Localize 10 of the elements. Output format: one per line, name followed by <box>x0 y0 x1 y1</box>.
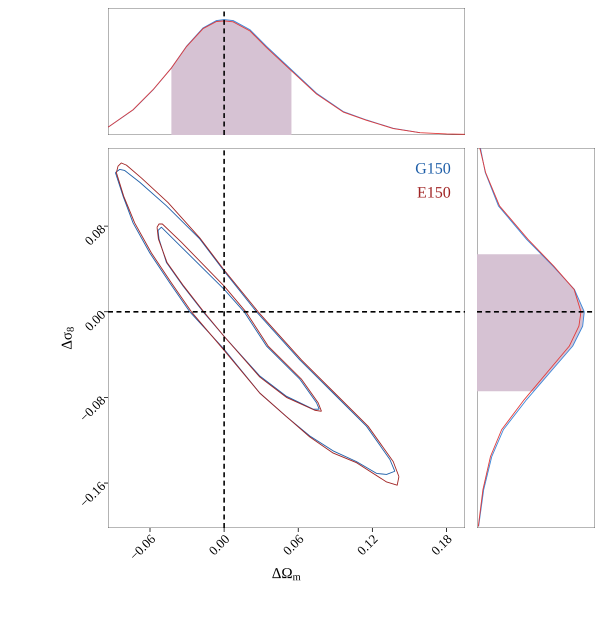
x-tick-label: 0.00 <box>210 535 229 554</box>
x-tick-label: 0.12 <box>358 535 378 554</box>
x-tick-label: 0.06 <box>284 534 304 554</box>
text: G150 <box>416 162 450 174</box>
y-tick-label: 0.00 <box>86 311 105 330</box>
x-axis-title: ΔΩ$_{m}$ <box>272 568 301 580</box>
y-tick-label: 0.08 <box>86 225 105 245</box>
x-tick-label: 0.18 <box>432 535 452 554</box>
y-axis-title: Δσ$_{8}$ <box>62 327 74 350</box>
text: E150 <box>417 186 450 198</box>
